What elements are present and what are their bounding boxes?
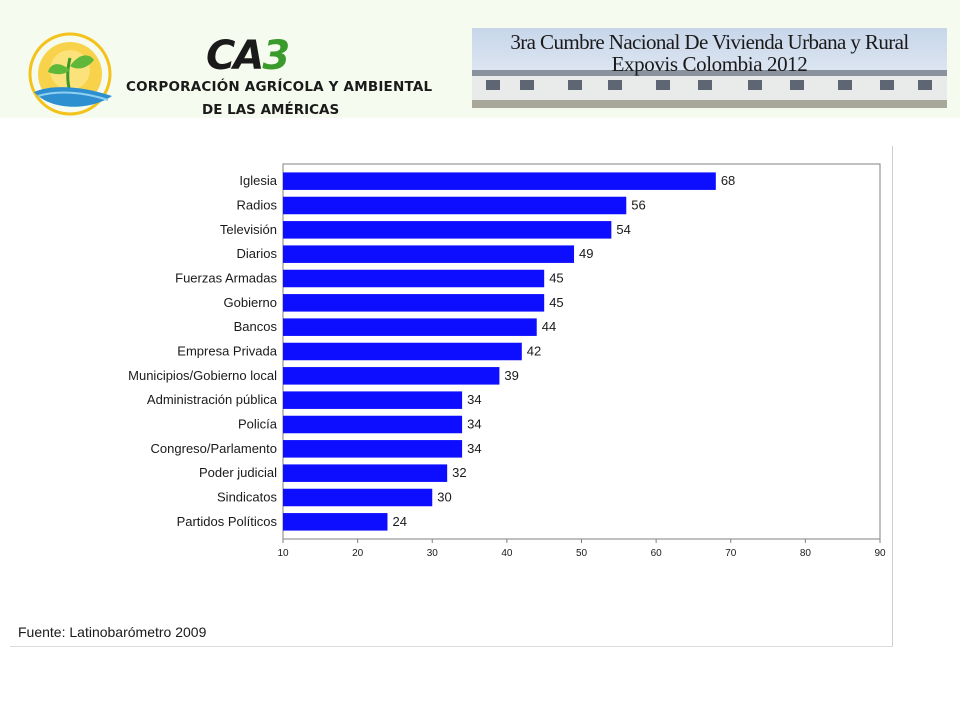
data-label: 56 — [631, 198, 645, 213]
category-label: Partidos Políticos — [177, 514, 278, 529]
bar — [283, 367, 500, 385]
category-label: Sindicatos — [217, 490, 277, 505]
bar — [283, 221, 612, 239]
x-tick-label: 90 — [874, 548, 886, 559]
source-note: Fuente: Latinobarómetro 2009 — [18, 624, 207, 640]
category-label: Policía — [238, 417, 278, 432]
x-tick-label: 80 — [800, 548, 812, 559]
category-label: Diarios — [237, 246, 278, 261]
data-label: 45 — [549, 271, 563, 286]
x-tick-label: 70 — [725, 548, 737, 559]
data-label: 34 — [467, 417, 481, 432]
x-tick-label: 10 — [277, 548, 289, 559]
bar — [283, 415, 463, 434]
org-name-line2: DE LAS AMÉRICAS — [202, 102, 340, 118]
data-label: 39 — [504, 368, 518, 383]
org-name-line1: CORPORACIÓN AGRÍCOLA Y AMBIENTAL — [126, 79, 433, 95]
bar — [283, 196, 627, 215]
header: CA3 CORPORACIÓN AGRÍCOLA Y AMBIENTAL DE … — [0, 0, 960, 118]
x-tick-label: 60 — [651, 548, 663, 559]
banner-subtitle: Expovis Colombia 2012 — [611, 52, 808, 76]
category-label: Bancos — [234, 319, 278, 334]
sun-leaf-logo-icon — [22, 30, 126, 116]
category-label: Radios — [237, 198, 278, 213]
brand-mark: CA3 — [206, 33, 290, 79]
x-tick-label: 50 — [576, 548, 588, 559]
category-label: Televisión — [220, 222, 277, 237]
bar — [283, 172, 716, 190]
x-tick-label: 40 — [501, 548, 513, 559]
brand-mark-suffix: 3 — [262, 33, 290, 79]
brand-mark-prefix: CA — [206, 33, 264, 79]
data-label: 34 — [467, 441, 481, 456]
bar — [283, 391, 463, 409]
banner-title: 3ra Cumbre Nacional De Vivienda Urbana y… — [510, 30, 909, 54]
x-tick-label: 20 — [352, 548, 364, 559]
data-label: 24 — [392, 514, 406, 529]
bar — [283, 342, 522, 361]
category-label: Administración pública — [147, 392, 278, 407]
data-label: 45 — [549, 295, 563, 310]
category-label: Gobierno — [224, 295, 277, 310]
bar — [283, 269, 545, 288]
data-label: 32 — [452, 465, 466, 480]
category-label: Fuerzas Armadas — [175, 271, 277, 286]
row-of-houses-photo — [472, 28, 947, 108]
data-label: 42 — [527, 344, 541, 359]
bar — [283, 513, 388, 531]
category-label: Poder judicial — [199, 465, 277, 480]
category-label: Iglesia — [239, 173, 277, 188]
bar-chart: Iglesia 68 Radios 56 Televisión 54 Diarios 49 Fu… — [128, 163, 886, 559]
data-label: 30 — [437, 490, 451, 505]
bar — [283, 440, 463, 458]
data-label: 34 — [467, 392, 481, 407]
bar — [283, 488, 433, 507]
category-label: Congreso/Parlamento — [151, 441, 277, 456]
bar — [283, 294, 545, 312]
data-label: 54 — [616, 222, 630, 237]
bar — [283, 245, 575, 263]
data-label: 68 — [721, 173, 735, 188]
data-label: 44 — [542, 319, 556, 334]
chart-panel: Iglesia 68 Radios 56 Televisión 54 Diarios 49 Fu… — [10, 146, 893, 647]
bar — [283, 318, 537, 336]
event-banner: 3ra Cumbre Nacional De Vivienda Urbana y… — [472, 28, 947, 108]
category-label: Empresa Privada — [177, 344, 277, 359]
category-label: Municipios/Gobierno local — [128, 368, 277, 383]
bar — [283, 464, 448, 482]
data-label: 49 — [579, 246, 593, 261]
x-tick-label: 30 — [427, 548, 439, 559]
